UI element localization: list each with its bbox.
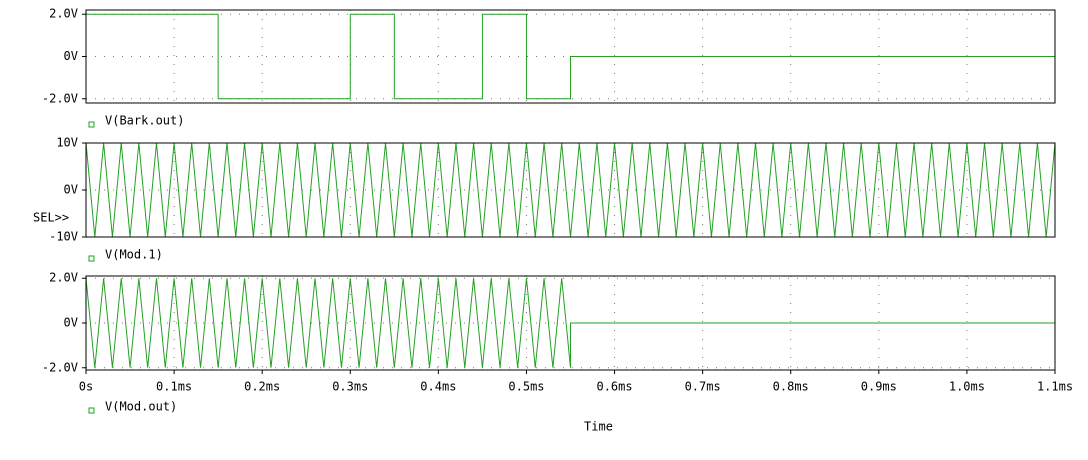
y-tick-label: -10V	[49, 230, 78, 244]
plot-frame	[85, 275, 1056, 371]
x-tick-label: 0.9ms	[861, 380, 897, 394]
x-tick-label: 0.4ms	[420, 380, 456, 394]
legend-marker	[88, 121, 95, 128]
y-tick-label: -2.0V	[42, 91, 78, 105]
plot-frame	[85, 142, 1056, 238]
plot-frame	[85, 9, 1056, 104]
y-tick-label: 2.0V	[49, 7, 78, 21]
x-tick-label: 0.8ms	[773, 380, 809, 394]
trace	[85, 278, 1055, 368]
legend-label: V(Mod.out)	[105, 400, 177, 414]
x-tick-label: 1.0ms	[949, 380, 985, 394]
x-tick-label: 0s	[79, 380, 93, 394]
trace	[86, 13, 1055, 100]
y-tick-label: 0V	[64, 49, 78, 63]
x-tick-label: 0.7ms	[685, 380, 721, 394]
legend-marker	[88, 407, 95, 414]
y-tick-label: 2.0V	[49, 271, 78, 285]
legend-label: V(Mod.1)	[105, 248, 163, 262]
y-tick-label: 10V	[56, 136, 78, 150]
legend-marker	[88, 255, 95, 262]
x-tick-label: 0.3ms	[332, 380, 368, 394]
annotation: SEL>>	[33, 211, 69, 225]
x-tick-label: 0.1ms	[156, 380, 192, 394]
y-tick-label: -2.0V	[42, 360, 78, 374]
x-tick-label: 0.2ms	[244, 380, 280, 394]
trace	[85, 142, 1056, 238]
legend-label: V(Bark.out)	[105, 114, 184, 128]
x-axis-label: Time	[584, 420, 613, 434]
x-tick-label: 1.1ms	[1037, 380, 1073, 394]
x-tick-label: 0.5ms	[508, 380, 544, 394]
y-tick-label: 0V	[64, 316, 78, 330]
y-tick-label: 0V	[64, 183, 78, 197]
x-tick-label: 0.6ms	[596, 380, 632, 394]
